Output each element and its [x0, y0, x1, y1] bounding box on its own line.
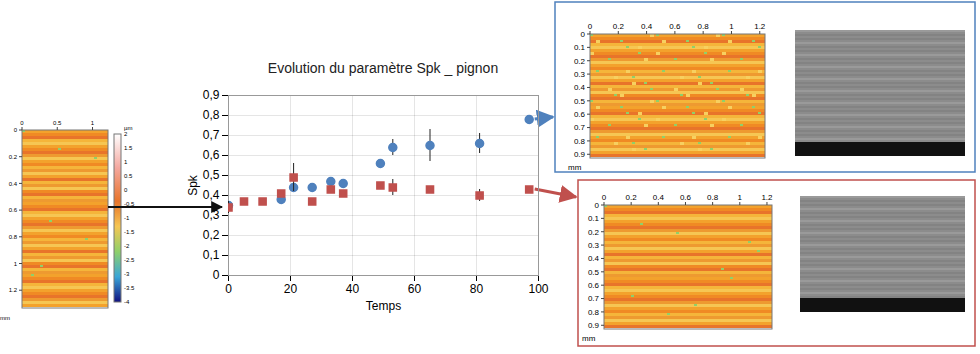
svg-text:Temps: Temps — [366, 299, 401, 313]
svg-text:0: 0 — [595, 201, 600, 210]
svg-text:0.3: 0.3 — [574, 70, 586, 79]
svg-text:0: 0 — [213, 268, 220, 282]
svg-text:0.8: 0.8 — [588, 308, 600, 317]
svg-text:80: 80 — [470, 282, 484, 296]
svg-text:0.6: 0.6 — [574, 110, 586, 119]
svg-text:0.8: 0.8 — [698, 22, 710, 31]
svg-text:0.2: 0.2 — [626, 193, 638, 202]
svg-text:-3.5: -3.5 — [124, 285, 135, 291]
svg-text:1.2: 1.2 — [9, 287, 18, 293]
svg-text:0.3: 0.3 — [588, 241, 600, 250]
svg-text:0.1: 0.1 — [588, 214, 600, 223]
svg-text:-1: -1 — [124, 215, 130, 221]
svg-text:0: 0 — [14, 127, 18, 133]
svg-text:0.2: 0.2 — [9, 154, 18, 160]
svg-text:0.5: 0.5 — [53, 120, 62, 126]
svg-text:0,7: 0,7 — [203, 128, 220, 142]
svg-text:0.6: 0.6 — [680, 193, 692, 202]
svg-text:1: 1 — [738, 193, 743, 202]
svg-text:0.8: 0.8 — [9, 234, 18, 240]
svg-text:1.2: 1.2 — [754, 22, 766, 31]
svg-text:1: 1 — [124, 159, 128, 165]
svg-text:1: 1 — [729, 22, 734, 31]
svg-text:0,3: 0,3 — [203, 208, 220, 222]
svg-text:0,9: 0,9 — [203, 88, 220, 102]
svg-text:1.2: 1.2 — [761, 193, 773, 202]
svg-text:1: 1 — [91, 120, 95, 126]
html-text:Evolution du paramètre Spk _ p: Evolution du paramètre Spk _ pignon — [267, 60, 499, 76]
svg-text:mm: mm — [0, 315, 10, 321]
svg-text:0.6: 0.6 — [669, 22, 681, 31]
svg-text:1.5: 1.5 — [124, 145, 133, 151]
svg-text:0.8: 0.8 — [574, 137, 586, 146]
svg-text:-2.5: -2.5 — [124, 257, 135, 263]
svg-text:0.9: 0.9 — [574, 150, 586, 159]
svg-text:0,6: 0,6 — [203, 148, 220, 162]
svg-text:20: 20 — [284, 282, 298, 296]
svg-text:0.7: 0.7 — [588, 294, 600, 303]
svg-text:0: 0 — [225, 282, 232, 296]
svg-text:Spk: Spk — [186, 174, 200, 196]
svg-text:0.8: 0.8 — [707, 193, 719, 202]
svg-text:mm: mm — [568, 163, 582, 172]
svg-text:0.9: 0.9 — [588, 321, 600, 330]
svg-text:0.2: 0.2 — [613, 22, 625, 31]
svg-text:0.5: 0.5 — [124, 173, 133, 179]
svg-text:60: 60 — [408, 282, 422, 296]
svg-text:0.1: 0.1 — [574, 43, 586, 52]
svg-text:0,2: 0,2 — [203, 228, 220, 242]
svg-text:0,8: 0,8 — [203, 108, 220, 122]
svg-text:-0.5: -0.5 — [124, 201, 135, 208]
svg-text:40: 40 — [346, 282, 360, 296]
svg-text:0.4: 0.4 — [588, 254, 600, 263]
svg-text:mm: mm — [582, 334, 596, 343]
svg-text:0: 0 — [588, 22, 593, 31]
svg-text:-1.5: -1.5 — [124, 229, 135, 235]
svg-text:-2: -2 — [124, 243, 130, 249]
svg-text:0.7: 0.7 — [574, 123, 586, 132]
svg-text:0.6: 0.6 — [9, 207, 18, 213]
svg-text:0,5: 0,5 — [203, 168, 220, 182]
svg-text:0.4: 0.4 — [9, 181, 18, 187]
svg-text:0: 0 — [20, 120, 24, 126]
svg-text:0.2: 0.2 — [588, 228, 600, 237]
svg-text:µm: µm — [124, 125, 132, 131]
svg-text:2: 2 — [124, 131, 128, 137]
svg-text:0.2: 0.2 — [574, 57, 586, 66]
svg-text:0: 0 — [581, 30, 586, 39]
svg-text:1: 1 — [14, 261, 18, 267]
svg-text:0.4: 0.4 — [653, 193, 665, 202]
svg-text:0: 0 — [602, 193, 607, 202]
svg-text:0.4: 0.4 — [574, 83, 586, 92]
svg-text:0.6: 0.6 — [588, 281, 600, 290]
svg-text:0: 0 — [124, 187, 128, 193]
svg-text:-3: -3 — [124, 271, 130, 277]
svg-text:0,4: 0,4 — [203, 188, 220, 202]
svg-text:100: 100 — [528, 282, 548, 296]
svg-text:0.5: 0.5 — [588, 268, 600, 277]
svg-text:-4: -4 — [124, 299, 130, 305]
svg-text:0.4: 0.4 — [641, 22, 653, 31]
svg-text:0,1: 0,1 — [203, 248, 220, 262]
svg-text:0.5: 0.5 — [574, 97, 586, 106]
